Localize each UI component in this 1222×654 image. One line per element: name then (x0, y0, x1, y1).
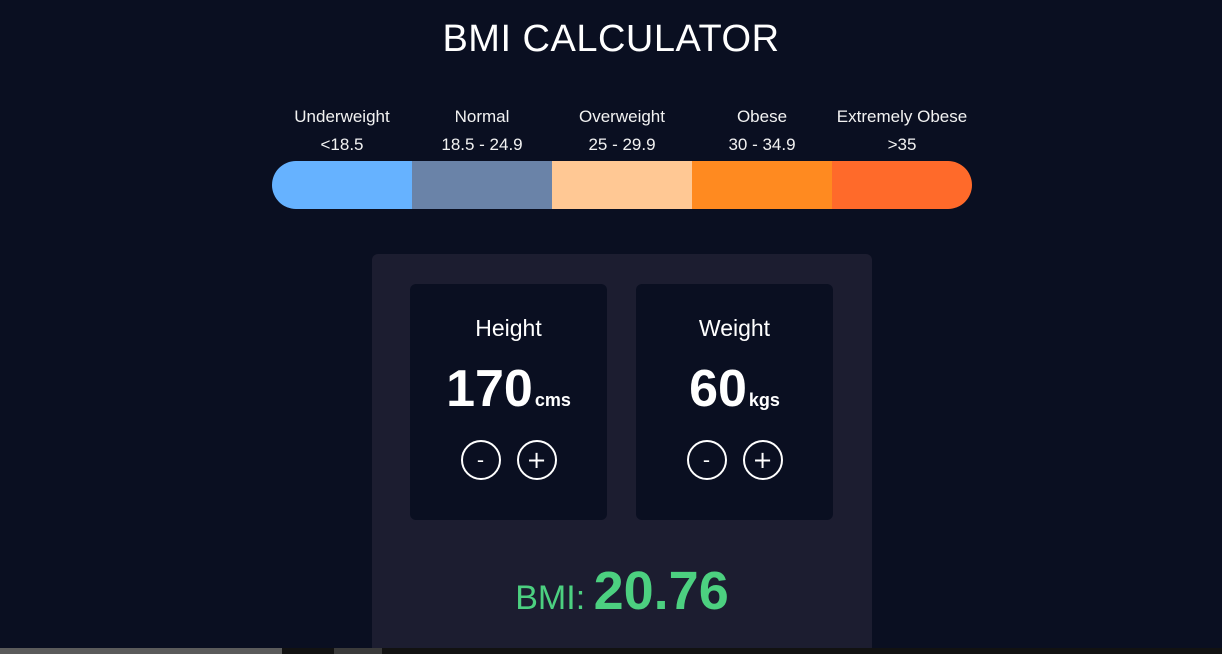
height-readout: 170 cms (410, 362, 607, 416)
category-range: <18.5 (320, 135, 364, 154)
category-name: Normal (454, 107, 510, 126)
weight-increment-button[interactable]: + (742, 440, 783, 480)
scale-segment-overweight (552, 161, 692, 209)
bmi-label: BMI: (515, 579, 586, 617)
category-range: 30 - 34.9 (728, 135, 796, 154)
weight-panel: Weight 60 kgs - + (636, 284, 833, 520)
weight-controls: - + (636, 440, 833, 480)
scale-label-normal: Normal 18.5 - 24.9 (412, 103, 552, 157)
scale-labels: Underweight <18.5 Normal 18.5 - 24.9 Ove… (272, 103, 972, 157)
category-name: Underweight (294, 107, 390, 126)
weight-label: Weight (698, 315, 771, 341)
weight-decrement-button[interactable]: - (686, 440, 727, 480)
taskbar-item (334, 648, 382, 654)
height-controls: - + (410, 440, 607, 480)
scale-bar (272, 161, 972, 209)
weight-value: 60 (689, 360, 747, 418)
scale-segment-obese (692, 161, 832, 209)
taskbar-strip (0, 648, 1222, 654)
taskbar-item (0, 648, 282, 654)
category-name: Extremely Obese (836, 107, 968, 126)
bmi-scale: Underweight <18.5 Normal 18.5 - 24.9 Ove… (272, 103, 972, 209)
height-value: 170 (446, 360, 533, 418)
scale-segment-extremely-obese (832, 161, 972, 209)
minus-icon: - (476, 448, 485, 472)
height-decrement-button[interactable]: - (460, 440, 501, 480)
plus-icon: + (752, 446, 773, 474)
minus-icon: - (702, 448, 711, 472)
height-label: Height (475, 315, 542, 341)
scale-segment-normal (412, 161, 552, 209)
category-range: 18.5 - 24.9 (441, 135, 523, 154)
calculator-card: Height 170 cms - + Weight 60 kgs - + BMI: … (372, 254, 872, 654)
bmi-result: BMI: 20.76 (372, 560, 872, 622)
category-name: Overweight (579, 107, 665, 126)
height-unit: cms (534, 390, 571, 410)
scale-label-underweight: Underweight <18.5 (272, 103, 412, 157)
scale-label-extremely-obese: Extremely Obese >35 (832, 103, 972, 157)
category-name: Obese (736, 107, 788, 126)
bmi-value: 20.76 (593, 561, 729, 621)
plus-icon: + (526, 446, 547, 474)
height-panel: Height 170 cms - + (410, 284, 607, 520)
scale-segment-underweight (272, 161, 412, 209)
weight-unit: kgs (748, 390, 780, 410)
scale-label-overweight: Overweight 25 - 29.9 (552, 103, 692, 157)
category-range: 25 - 29.9 (588, 135, 656, 154)
height-increment-button[interactable]: + (516, 440, 557, 480)
weight-readout: 60 kgs (636, 362, 833, 416)
category-range: >35 (887, 135, 917, 154)
page-title: BMI CALCULATOR (442, 18, 780, 60)
scale-label-obese: Obese 30 - 34.9 (692, 103, 832, 157)
